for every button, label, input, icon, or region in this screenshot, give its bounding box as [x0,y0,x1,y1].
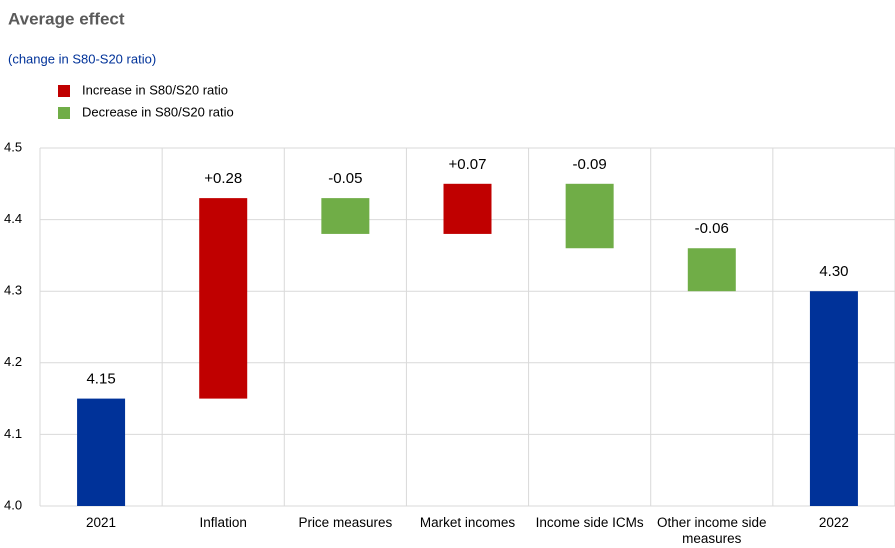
value-label: 4.30 [819,263,848,280]
legend-label: Decrease in S80/S20 ratio [82,104,234,119]
value-label: -0.06 [695,220,729,237]
x-tick-label: Other income side measures [657,515,767,546]
chart-subtitle: (change in S80-S20 ratio) [8,51,156,66]
legend-swatch [58,107,70,119]
bar [565,183,614,249]
x-tick-label: 2022 [818,515,849,530]
value-label: -0.05 [328,170,362,187]
y-tick-label: 4.3 [4,283,22,298]
y-tick-label: 4.0 [4,497,22,512]
x-tick-label: Market incomes [419,515,516,530]
y-tick-label: 4.5 [4,139,22,154]
bar [809,291,858,506]
value-label: +0.28 [204,170,242,187]
legend-swatch [58,85,70,97]
value-label: +0.07 [449,156,487,173]
y-tick-label: 4.4 [4,211,22,226]
bar [321,198,370,234]
x-tick-label: Inflation [199,515,247,530]
y-tick-label: 4.2 [4,354,22,369]
y-tick-label: 4.1 [4,426,22,441]
bar [687,248,736,292]
bar [77,398,126,506]
x-tick-label: Income side ICMs [535,515,644,530]
bar [443,183,492,234]
value-label: 4.15 [86,371,115,388]
bar [199,198,248,399]
value-label: -0.09 [573,156,607,173]
chart-title: Average effect [8,9,125,28]
legend-label: Increase in S80/S20 ratio [82,82,228,97]
x-tick-label: Price measures [298,515,393,530]
x-tick-label: 2021 [86,515,117,530]
